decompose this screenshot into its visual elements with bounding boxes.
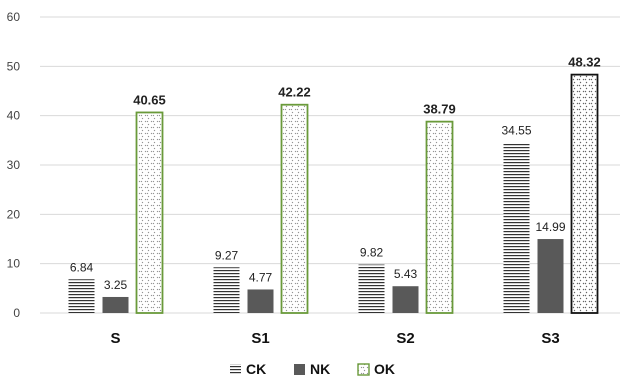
data-label: 5.43 (394, 267, 418, 281)
legend-label-ck: CK (246, 361, 266, 377)
data-label: 4.77 (249, 270, 273, 284)
y-axis: 0 10 20 30 40 50 60 (7, 10, 21, 320)
bar-ok-s1 (280, 103, 309, 314)
data-label: 48.32 (568, 55, 601, 70)
bar-ck-s2 (358, 264, 385, 313)
y-tick-label: 30 (7, 158, 21, 172)
bar-ok-s2 (425, 120, 454, 314)
y-tick-label: 40 (7, 109, 21, 123)
legend-swatch-ok (357, 363, 370, 376)
data-label: 14.99 (535, 220, 565, 234)
x-tick-label: S1 (251, 330, 269, 347)
legend-label-nk: NK (310, 361, 330, 377)
x-tick-label: S2 (396, 330, 414, 347)
data-label: 9.82 (360, 246, 384, 260)
legend-swatch-nk (294, 364, 305, 375)
bar-ck-s (68, 279, 95, 313)
data-label: 34.55 (501, 124, 531, 138)
data-label: 42.22 (278, 85, 311, 100)
bars (68, 73, 599, 314)
y-tick-label: 20 (7, 207, 21, 221)
y-tick-label: 0 (13, 306, 20, 320)
bar-nk-s2 (392, 286, 419, 313)
gridlines (40, 16, 620, 314)
legend: CK NK OK (230, 361, 395, 377)
bar-ck-s3 (503, 142, 530, 313)
x-tick-label: S3 (541, 330, 559, 347)
legend-swatch-ck (230, 364, 241, 375)
bar-ok-s3 (570, 73, 599, 314)
bar-ok-s (135, 111, 164, 314)
bar-nk-s3 (537, 239, 564, 313)
x-tick-label: S (110, 330, 120, 347)
y-tick-label: 60 (7, 10, 21, 24)
data-label: 40.65 (133, 92, 166, 107)
bar-nk-s (102, 296, 129, 313)
data-label: 3.25 (104, 278, 128, 292)
x-axis: S S1 S2 S3 (110, 330, 559, 347)
data-label: 9.27 (215, 248, 239, 262)
bar-ck-s1 (213, 267, 240, 313)
bar-nk-s1 (247, 289, 274, 313)
data-labels: 6.84 3.25 40.65 9.27 4.77 42.22 9.82 5.43 38.79 3… (70, 55, 601, 292)
y-tick-label: 10 (7, 257, 21, 271)
data-label: 6.84 (70, 260, 94, 274)
legend-label-ok: OK (374, 361, 395, 377)
y-tick-label: 50 (7, 59, 21, 73)
data-label: 38.79 (423, 102, 456, 117)
